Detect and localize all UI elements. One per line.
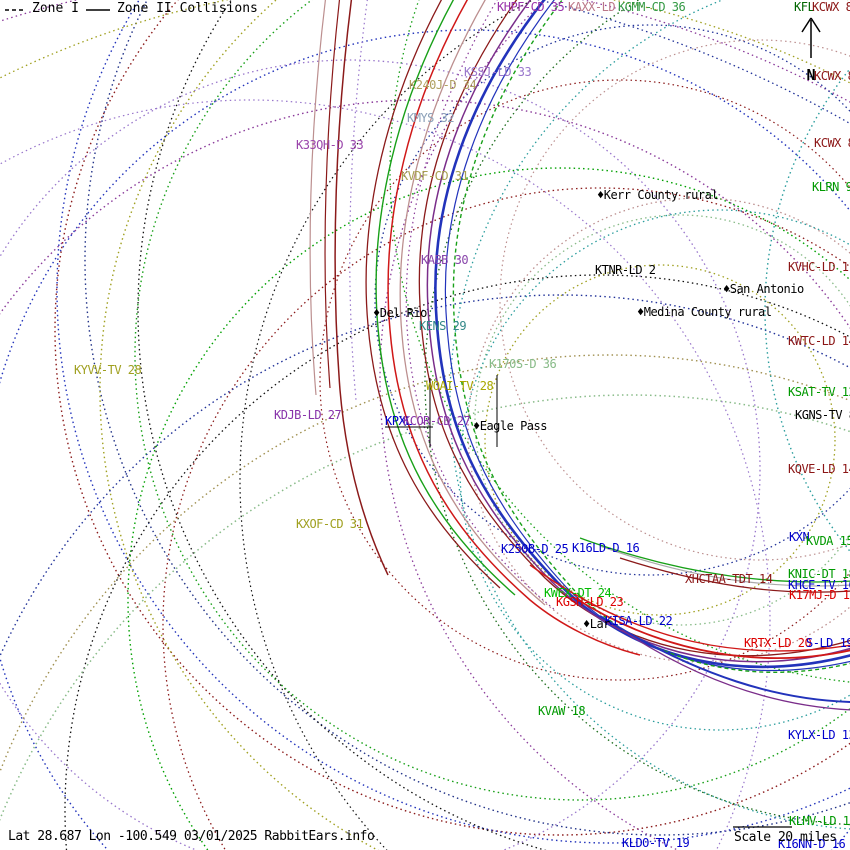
coverage-contour	[349, 0, 368, 401]
coverage-contour	[484, 264, 836, 616]
coverage-contour	[0, 29, 850, 850]
coverage-contour	[319, 79, 850, 681]
coverage-contour	[619, 557, 850, 593]
coverage-contour	[418, 0, 850, 657]
coverage-contour	[54, 0, 850, 836]
coverage-contour	[449, 0, 850, 830]
coverage-contour	[134, 0, 850, 801]
coverage-contour	[137, 0, 547, 850]
coverage-contour	[375, 0, 516, 596]
coverage-contour	[162, 187, 850, 850]
coverage-contour	[599, 615, 850, 703]
coverage-contour	[574, 597, 850, 659]
coverage-contour	[389, 0, 850, 683]
coverage-contour	[599, 545, 850, 587]
coverage-contour	[99, 0, 380, 850]
coverage-contour	[0, 394, 850, 822]
coverage-contour	[444, 0, 850, 672]
coverage-contour	[0, 59, 761, 850]
coverage-contour	[324, 0, 341, 389]
coverage-contour	[405, 0, 556, 611]
coverage-contour	[127, 167, 850, 850]
coverage-contour	[0, 99, 850, 330]
coverage-contour	[334, 0, 389, 576]
coverage-contour	[309, 0, 327, 396]
coverage-contour	[621, 629, 850, 711]
map-legend: Zone I Zone II Collisions	[4, 1, 258, 16]
coverage-contour	[56, 0, 850, 844]
coverage-contour	[579, 537, 850, 583]
compass-north-label: N	[806, 66, 816, 84]
legend-zone1-label: Zone I	[32, 1, 79, 16]
coverage-contour	[374, 24, 850, 576]
coverage-contour	[0, 99, 771, 850]
coverage-contour	[452, 0, 850, 673]
coverage-contour	[764, 67, 850, 553]
coverage-contour	[499, 39, 850, 561]
coverage-contour	[529, 564, 850, 652]
coverage-contour	[84, 0, 850, 836]
zone2-solid-line-sample	[85, 8, 110, 11]
coverage-contour	[399, 0, 546, 606]
coverage-contour	[0, 294, 850, 658]
status-bar: Lat 28.687 Lon -100.549 03/01/2025 Rabbi…	[8, 829, 375, 844]
coverage-contour	[434, 0, 850, 669]
scale-label: Scale 20 miles	[734, 830, 837, 845]
compass: N	[796, 14, 826, 84]
zone1-dashed-line-sample	[5, 8, 25, 11]
coverage-contour	[239, 0, 535, 850]
coverage-contour	[365, 0, 501, 589]
coverage-contour	[467, 197, 850, 663]
coverage-contour	[426, 0, 850, 663]
north-arrow-icon	[801, 17, 821, 58]
legend-zone2-label: Zone II Collisions	[116, 1, 258, 16]
coverage-contour	[387, 0, 641, 656]
